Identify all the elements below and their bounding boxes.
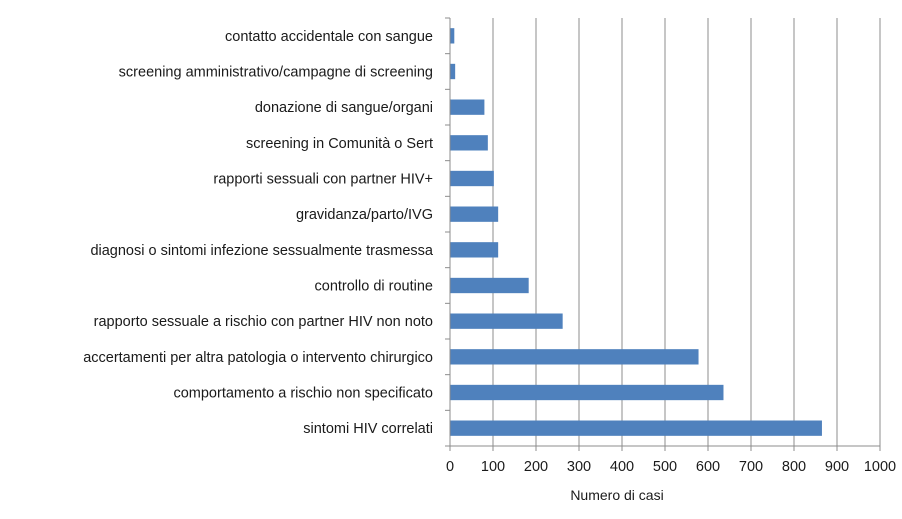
category-label: gravidanza/parto/IVG — [296, 207, 433, 223]
x-tick-label: 100 — [481, 459, 505, 475]
x-tick-label: 500 — [653, 459, 677, 475]
x-tick-label: 900 — [825, 459, 849, 475]
category-label: screening in Comunità o Sert — [246, 136, 433, 152]
bar — [450, 242, 499, 258]
category-labels: contatto accidentale con sangue screening… — [83, 29, 434, 437]
x-tick-label: 300 — [567, 459, 591, 475]
category-label: diagnosi o sintomi infezione sessualment… — [90, 243, 433, 259]
bar — [450, 206, 499, 222]
x-tick-label: 400 — [610, 459, 634, 475]
category-label: rapporto sessuale a rischio con partner … — [94, 314, 433, 330]
bar — [450, 135, 488, 151]
gridlines — [492, 18, 881, 446]
x-tick-label: 800 — [782, 459, 806, 475]
x-tick-label: 200 — [524, 459, 548, 475]
category-label: sintomi HIV correlati — [303, 421, 433, 437]
x-tick-label: 1000 — [864, 459, 896, 475]
category-label: accertamenti per altra patologia o inter… — [83, 350, 433, 366]
bars — [450, 28, 822, 436]
bar — [450, 170, 494, 187]
bar — [450, 63, 456, 80]
axes — [445, 17, 881, 451]
bar — [450, 313, 563, 329]
category-label: contatto accidentale con sangue — [225, 29, 433, 45]
x-axis-title: Numero di casi — [570, 487, 663, 503]
bar — [450, 384, 724, 401]
bar — [450, 99, 485, 115]
category-label: donazione di sangue/organi — [255, 100, 433, 116]
bar — [450, 420, 822, 436]
bar — [450, 349, 699, 365]
category-label: screening amministrativo/campagne di scr… — [119, 65, 433, 81]
category-label: rapporti sessuali con partner HIV+ — [213, 172, 433, 188]
category-label: controllo di routine — [315, 279, 434, 295]
category-label: comportamento a rischio non specificato — [173, 386, 433, 402]
tick-labels: 0 100 200 300 400 500 600 700 800 900 1000 — [446, 459, 896, 475]
bar — [450, 28, 455, 44]
x-tick-label: 0 — [446, 459, 454, 475]
bar — [450, 277, 529, 294]
x-tick-label: 600 — [696, 459, 720, 475]
x-tick-label: 700 — [739, 459, 763, 475]
